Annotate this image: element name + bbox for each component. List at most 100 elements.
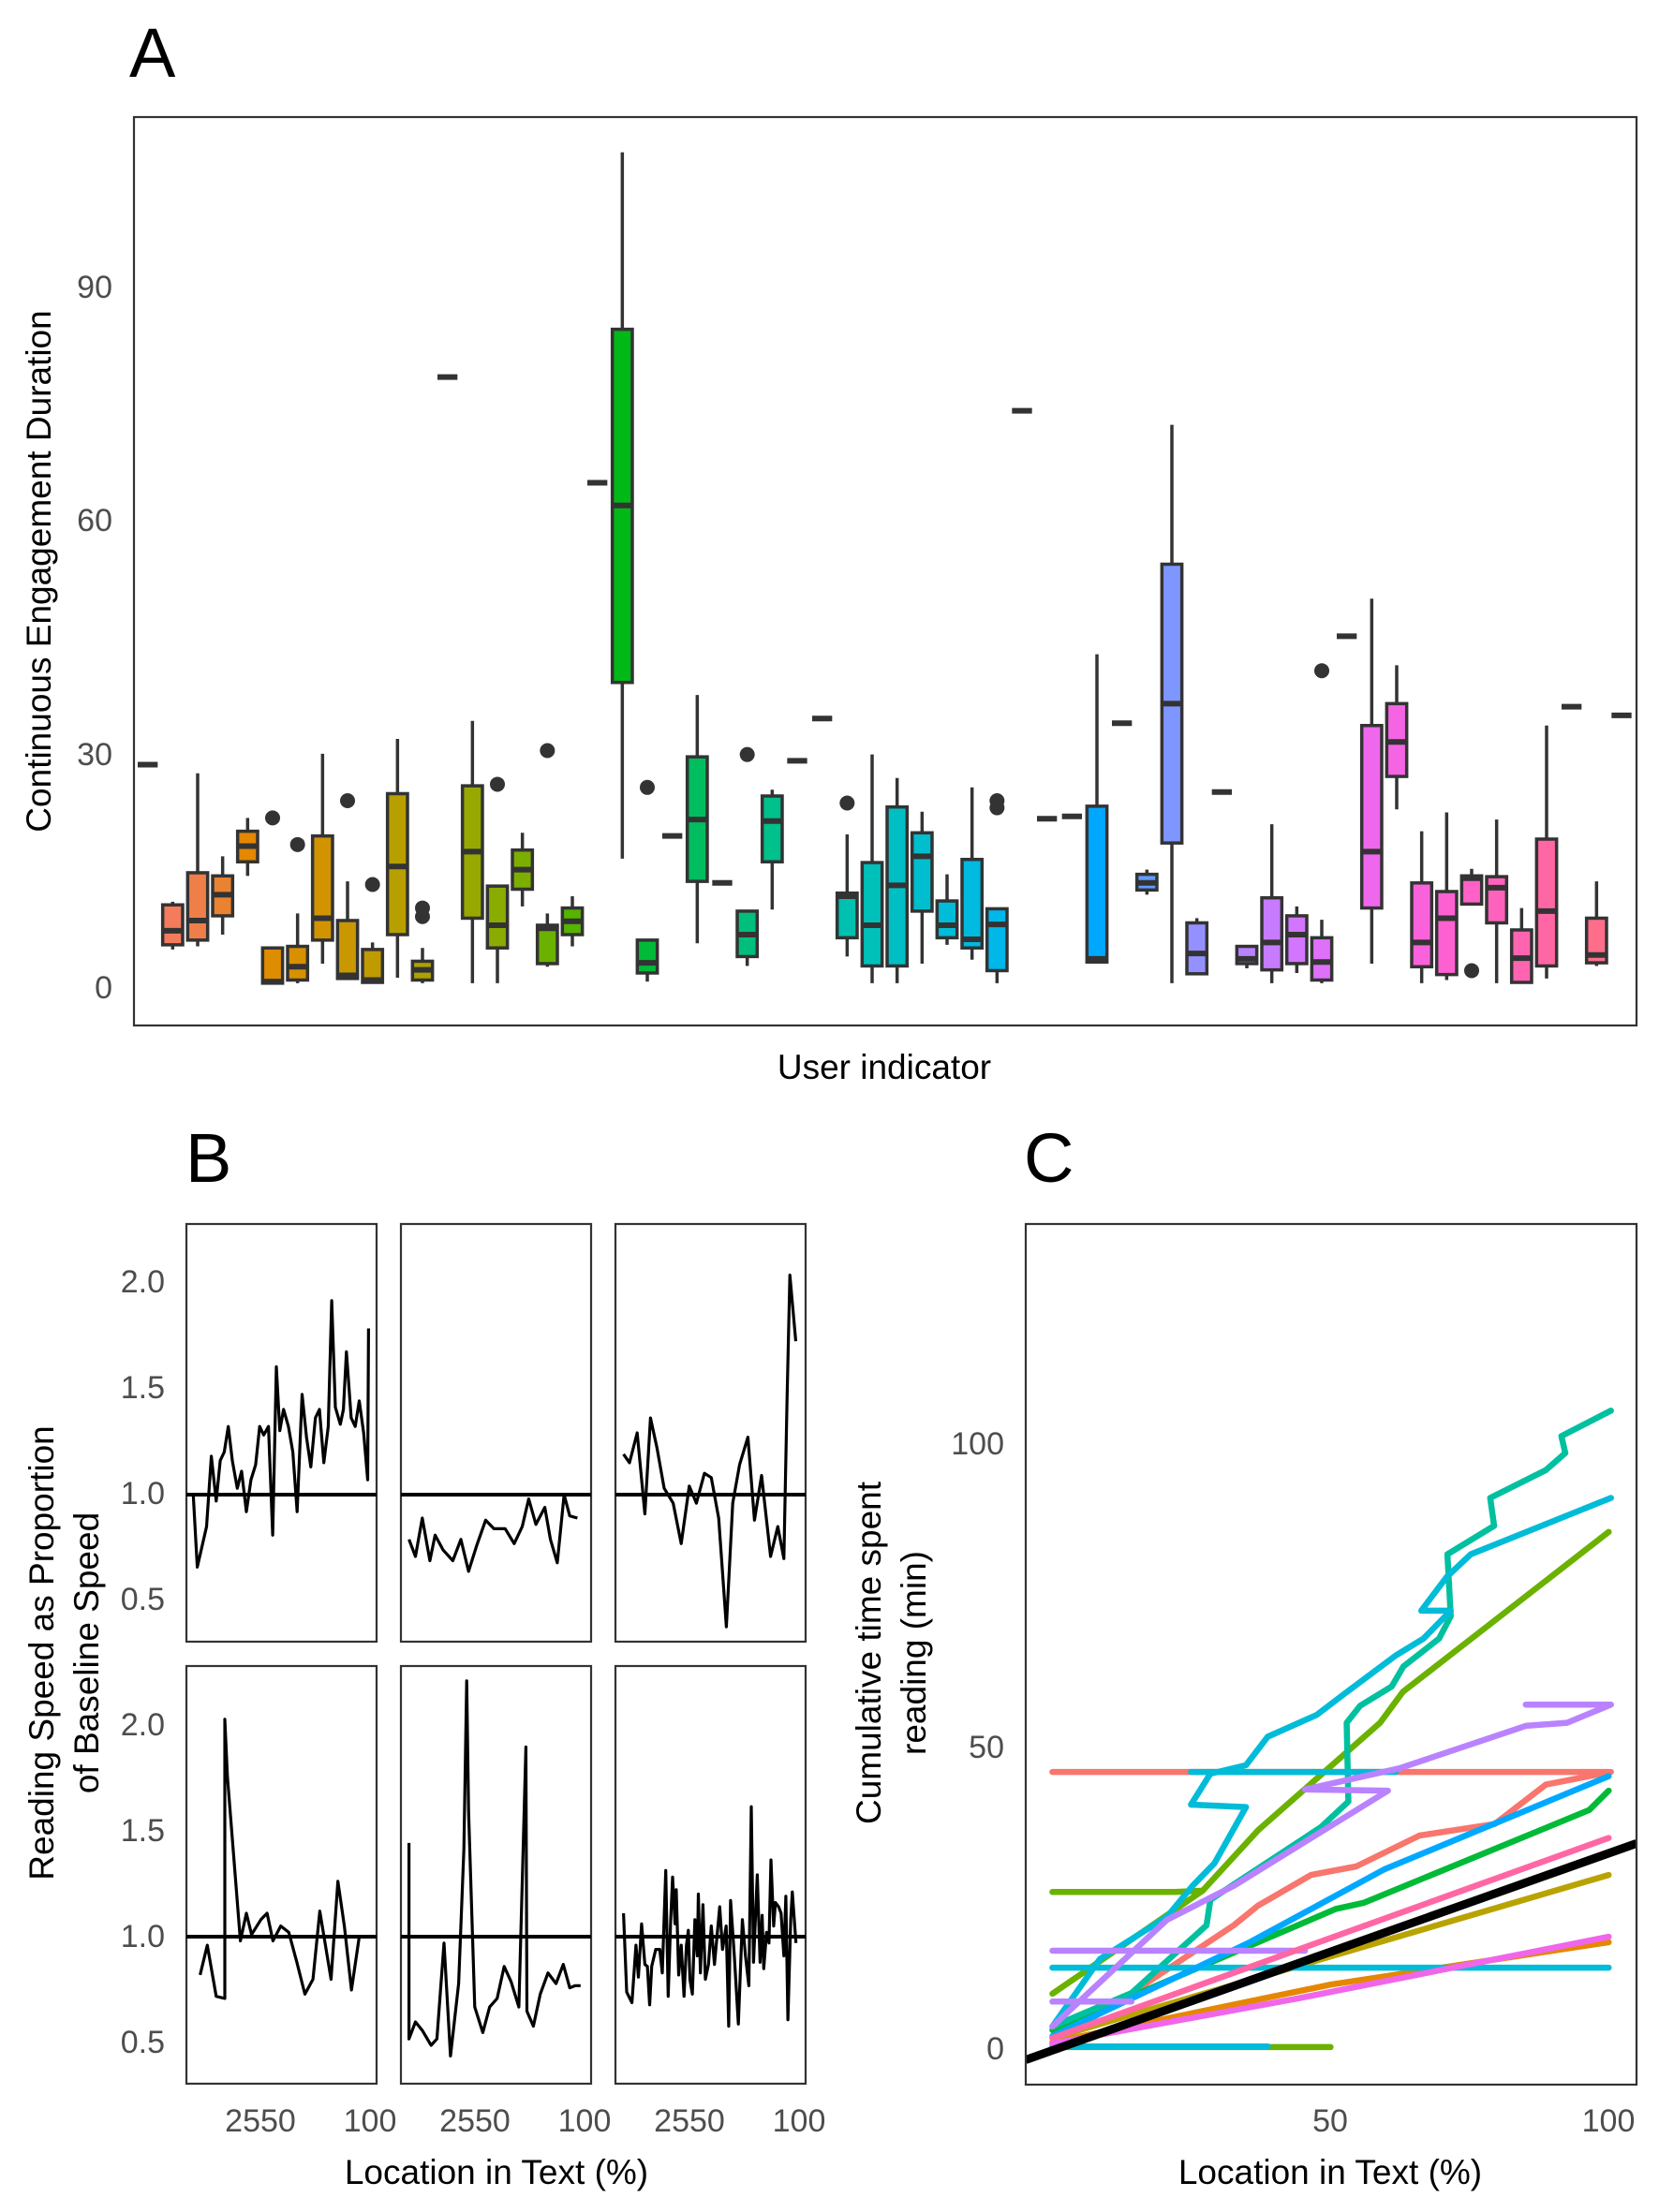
- box: [535, 923, 559, 966]
- series: [1049, 1933, 1612, 2047]
- x-tick-label: 2550: [225, 2103, 296, 2139]
- x-tick-label: 100: [1582, 2103, 1636, 2139]
- outlier-point: [839, 795, 855, 811]
- outlier-point: [364, 877, 380, 892]
- box: [1284, 914, 1309, 966]
- facet: [185, 1222, 378, 1644]
- facet: [399, 1222, 593, 1644]
- box: [910, 831, 934, 913]
- box-group: [410, 900, 435, 983]
- y-tick-label: 2.0: [121, 1264, 165, 1300]
- x-tick-label: 50: [1312, 2103, 1348, 2139]
- speed-line: [622, 1805, 798, 2028]
- box: [1534, 837, 1559, 968]
- facet: [614, 1664, 807, 2086]
- series-line: [1049, 1835, 1612, 2042]
- series: [1049, 1701, 1614, 2030]
- panel-label-a: A: [129, 14, 176, 92]
- y-tick-label: 1.0: [121, 1476, 165, 1512]
- box: [1310, 936, 1334, 982]
- series-line: [1049, 1495, 1614, 2030]
- reference-line: [1026, 1839, 1637, 2064]
- box-group: [1235, 944, 1259, 968]
- box-group: [211, 856, 235, 935]
- box-group: [286, 836, 310, 983]
- box-group: [1134, 869, 1159, 895]
- facet: [614, 1222, 807, 1644]
- outlier-point: [265, 810, 280, 826]
- panel-b-y-axis-label-line2: of Baseline Speed: [67, 1512, 106, 1793]
- series-line: [1049, 1887, 1207, 1895]
- panel-c-x-axis-label: Location in Text (%): [1178, 2153, 1482, 2191]
- x-tick-label: 100: [773, 2103, 826, 2139]
- box-group: [985, 793, 1009, 983]
- box-group: [511, 833, 535, 907]
- series: [1049, 1495, 1614, 2050]
- y-tick-label: 100: [951, 1426, 1004, 1462]
- box: [335, 919, 360, 981]
- speed-line: [191, 1299, 370, 1570]
- box-group: [1509, 907, 1533, 984]
- box: [160, 903, 185, 947]
- panel-b-y-axis-label-line1: Reading Speed as Proportion: [22, 1425, 61, 1880]
- box-group: [935, 874, 959, 945]
- box-group: [1584, 881, 1608, 966]
- panel-a-x-axis-label: User indicator: [778, 1048, 991, 1086]
- box: [286, 944, 310, 982]
- series-line: [1049, 1773, 1612, 2040]
- outlier-point: [989, 793, 1005, 809]
- y-tick-label: 0.5: [121, 2025, 165, 2060]
- x-tick-label: 100: [344, 2103, 397, 2139]
- box-group: [310, 753, 334, 964]
- box-group: [385, 738, 409, 978]
- box-group: [1410, 831, 1434, 983]
- speed-line: [199, 1718, 362, 2000]
- speed-line: [407, 1679, 581, 2057]
- box: [1584, 916, 1608, 965]
- box-group: [960, 787, 985, 960]
- panel-a-plot: [138, 152, 1632, 985]
- box: [985, 907, 1009, 973]
- box: [1185, 921, 1209, 976]
- series: [1049, 1773, 1612, 2040]
- box: [835, 891, 859, 940]
- y-tick-label: 0: [95, 970, 112, 1006]
- outlier-point: [540, 743, 555, 759]
- x-tick-label: 100: [558, 2103, 612, 2139]
- y-tick-label: 50: [969, 1730, 1004, 1765]
- outlier-point: [739, 746, 755, 762]
- y-tick-label: 0.5: [121, 1582, 165, 1617]
- panel-a-y-axis-label: Continuous Engagement Duration: [20, 310, 58, 832]
- box-group: [1459, 868, 1484, 979]
- box-group: [1534, 725, 1559, 979]
- y-tick-label: 30: [77, 737, 112, 773]
- box-group: [1284, 906, 1309, 973]
- y-tick-label: 60: [77, 503, 112, 538]
- panel-label-b: B: [185, 1119, 231, 1197]
- panel-c-frame: [1024, 1222, 1638, 2087]
- outlier-point: [640, 779, 655, 795]
- box-group: [1185, 918, 1209, 976]
- box-group: [335, 793, 360, 981]
- x-tick-label: 2550: [654, 2103, 725, 2139]
- box: [935, 899, 959, 940]
- panel-c-y-ticks: 100 50 0: [951, 1426, 1004, 2067]
- box-group: [685, 695, 709, 944]
- y-tick-label: 1.5: [121, 1813, 165, 1849]
- box-group: [235, 818, 259, 877]
- outlier-point: [1314, 663, 1329, 679]
- facet-frame: [399, 1222, 593, 1644]
- panel-c-plot: [1026, 1408, 1637, 2064]
- series: [1049, 1835, 1612, 2042]
- speed-line: [407, 1493, 578, 1573]
- box-group: [1385, 665, 1409, 810]
- series-line: [1049, 1701, 1614, 2030]
- box-group: [460, 720, 484, 983]
- box-group: [1434, 812, 1459, 981]
- panel-c-x-ticks: 50 100: [1312, 2103, 1635, 2139]
- facet-frame: [399, 1664, 593, 2086]
- y-tick-label: 1.0: [121, 1919, 165, 1954]
- outlier-point: [340, 793, 355, 809]
- box-group: [835, 795, 859, 957]
- speed-line: [622, 1273, 798, 1629]
